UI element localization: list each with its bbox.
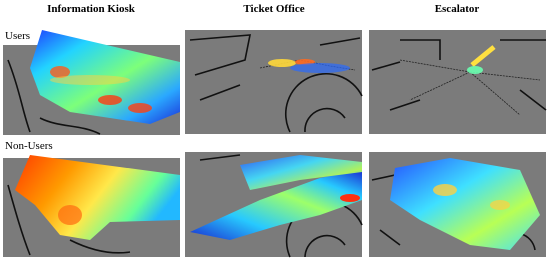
column-header: Information Kiosk: [47, 3, 136, 15]
heatmap-panel: [3, 30, 180, 135]
heatmap-panel: [369, 152, 546, 257]
heatmap-panel: [185, 30, 363, 134]
column-header: Escalator: [435, 3, 480, 15]
row-label: Users: [5, 30, 30, 42]
heatmap-panel: [369, 30, 547, 134]
row-label: Non-Users: [5, 140, 53, 152]
heatmap-panel: [185, 152, 363, 258]
heatmap-panel: [3, 155, 180, 257]
column-header: Ticket Office: [243, 3, 304, 15]
